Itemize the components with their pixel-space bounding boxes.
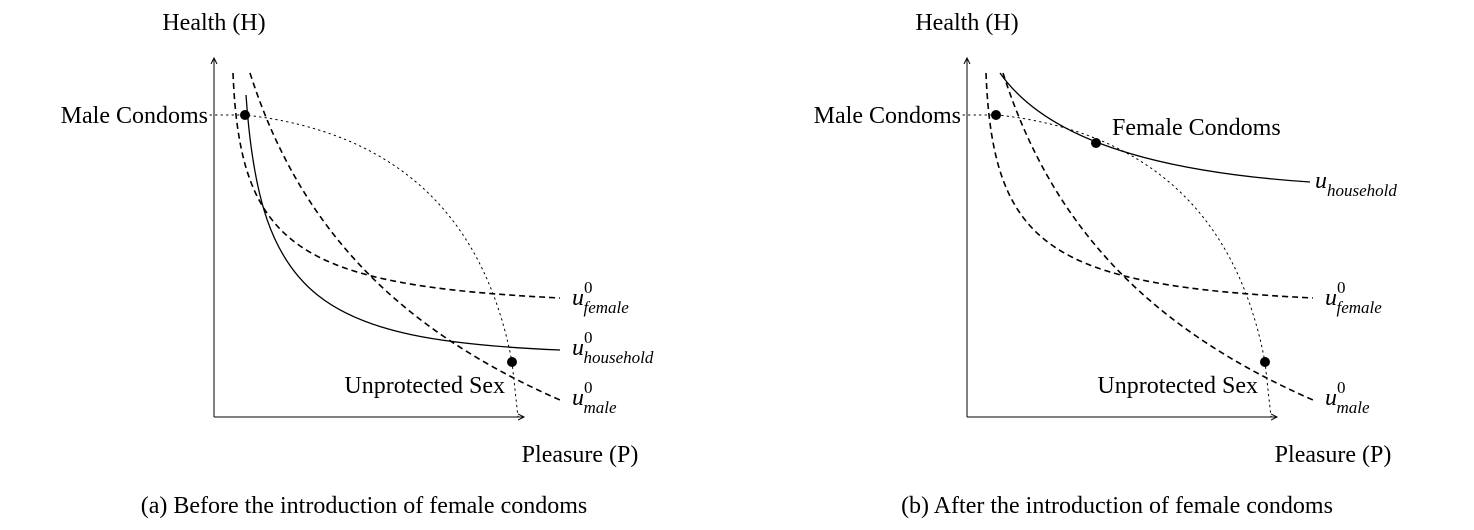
caption: (b) After the introduction of female con… <box>901 493 1333 519</box>
curve-label: u0 female <box>572 278 629 317</box>
label-part: u <box>572 285 584 311</box>
label-part: 0 <box>1337 278 1346 297</box>
label-part: 0 <box>584 278 593 297</box>
point-label: Unprotected Sex <box>344 373 505 399</box>
label-part: male <box>584 398 618 417</box>
curve-label: u0 female <box>1325 278 1382 317</box>
x-axis-label: Pleasure (P) <box>1275 442 1392 468</box>
caption: (a) Before the introduction of female co… <box>141 493 588 519</box>
label-part: household <box>584 348 654 367</box>
curve-female <box>232 72 561 299</box>
curve-female <box>985 72 1314 299</box>
panel-a: Health (H) Pleasure (P) Male Condoms Unp… <box>61 10 654 519</box>
label-part: male <box>1337 398 1371 417</box>
panel-b: Health (H) Pleasure (P) Male Condoms Fem… <box>814 10 1398 519</box>
label-part: u <box>1325 285 1337 311</box>
curve-male <box>1002 72 1314 401</box>
label-part: u <box>1325 385 1337 411</box>
ppf <box>209 114 519 418</box>
point <box>1260 357 1270 367</box>
label-part: female <box>1337 298 1383 317</box>
label-part: 0 <box>1337 378 1346 397</box>
point <box>991 110 1001 120</box>
point-label: Male Condoms <box>61 103 208 129</box>
curve-label: uhousehold <box>1315 168 1397 200</box>
point-label: Male Condoms <box>814 103 961 129</box>
label-part: household <box>1327 181 1397 200</box>
label-part: u <box>572 385 584 411</box>
label-part: 0 <box>584 328 593 347</box>
label-part: u <box>572 335 584 361</box>
label-part: female <box>584 298 630 317</box>
y-axis-label: Health (H) <box>915 10 1018 36</box>
curve-label: u0 male <box>1325 378 1370 417</box>
label-part: u <box>1315 168 1327 194</box>
point-label: Unprotected Sex <box>1097 373 1258 399</box>
point <box>1091 138 1101 148</box>
curve-label: u0 household <box>572 328 654 367</box>
curve-household <box>999 72 1311 183</box>
point <box>240 110 250 120</box>
point-label: Female Condoms <box>1112 115 1281 141</box>
point <box>507 357 517 367</box>
label-part: 0 <box>584 378 593 397</box>
ppf <box>962 114 1272 418</box>
curve-household <box>245 94 561 351</box>
y-axis-label: Health (H) <box>162 10 265 36</box>
curve-label: u0 male <box>572 378 617 417</box>
x-axis-label: Pleasure (P) <box>522 442 639 468</box>
curve-male <box>249 72 561 401</box>
